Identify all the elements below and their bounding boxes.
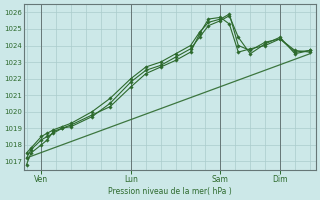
X-axis label: Pression niveau de la mer( hPa ): Pression niveau de la mer( hPa ): [108, 187, 232, 196]
